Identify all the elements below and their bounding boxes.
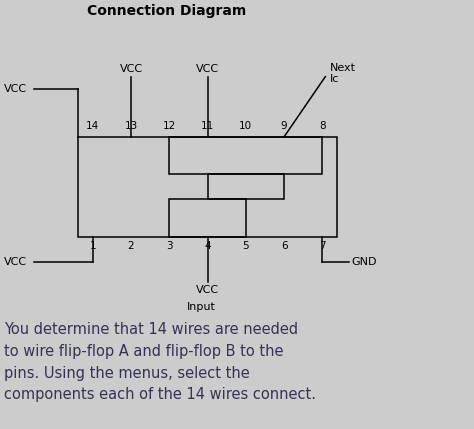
Text: VCC: VCC xyxy=(4,257,27,267)
Text: You determine that 14 wires are needed
to wire flip-flop A and flip-flop B to th: You determine that 14 wires are needed t… xyxy=(4,322,316,402)
Text: 9: 9 xyxy=(281,121,287,131)
Text: 1: 1 xyxy=(90,241,96,251)
Text: 13: 13 xyxy=(124,121,137,131)
Text: 5: 5 xyxy=(243,241,249,251)
Text: 7: 7 xyxy=(319,241,326,251)
Text: 3: 3 xyxy=(166,241,173,251)
Text: 11: 11 xyxy=(201,121,214,131)
Text: VCC: VCC xyxy=(4,84,27,94)
Text: VCC: VCC xyxy=(196,285,219,295)
Text: 8: 8 xyxy=(319,121,326,131)
Text: 12: 12 xyxy=(163,121,176,131)
Text: Connection Diagram: Connection Diagram xyxy=(87,4,246,18)
Bar xyxy=(169,137,322,174)
Text: 6: 6 xyxy=(281,241,287,251)
Text: 2: 2 xyxy=(128,241,134,251)
Text: 14: 14 xyxy=(86,121,100,131)
Bar xyxy=(208,174,284,199)
Text: VCC: VCC xyxy=(196,64,219,74)
Text: GND: GND xyxy=(352,257,377,267)
Bar xyxy=(78,137,337,237)
Text: 4: 4 xyxy=(204,241,211,251)
Text: 10: 10 xyxy=(239,121,252,131)
Text: VCC: VCC xyxy=(119,64,143,74)
Bar xyxy=(169,199,246,237)
Text: Next
Ic: Next Ic xyxy=(330,63,356,84)
Text: Input: Input xyxy=(187,302,216,312)
